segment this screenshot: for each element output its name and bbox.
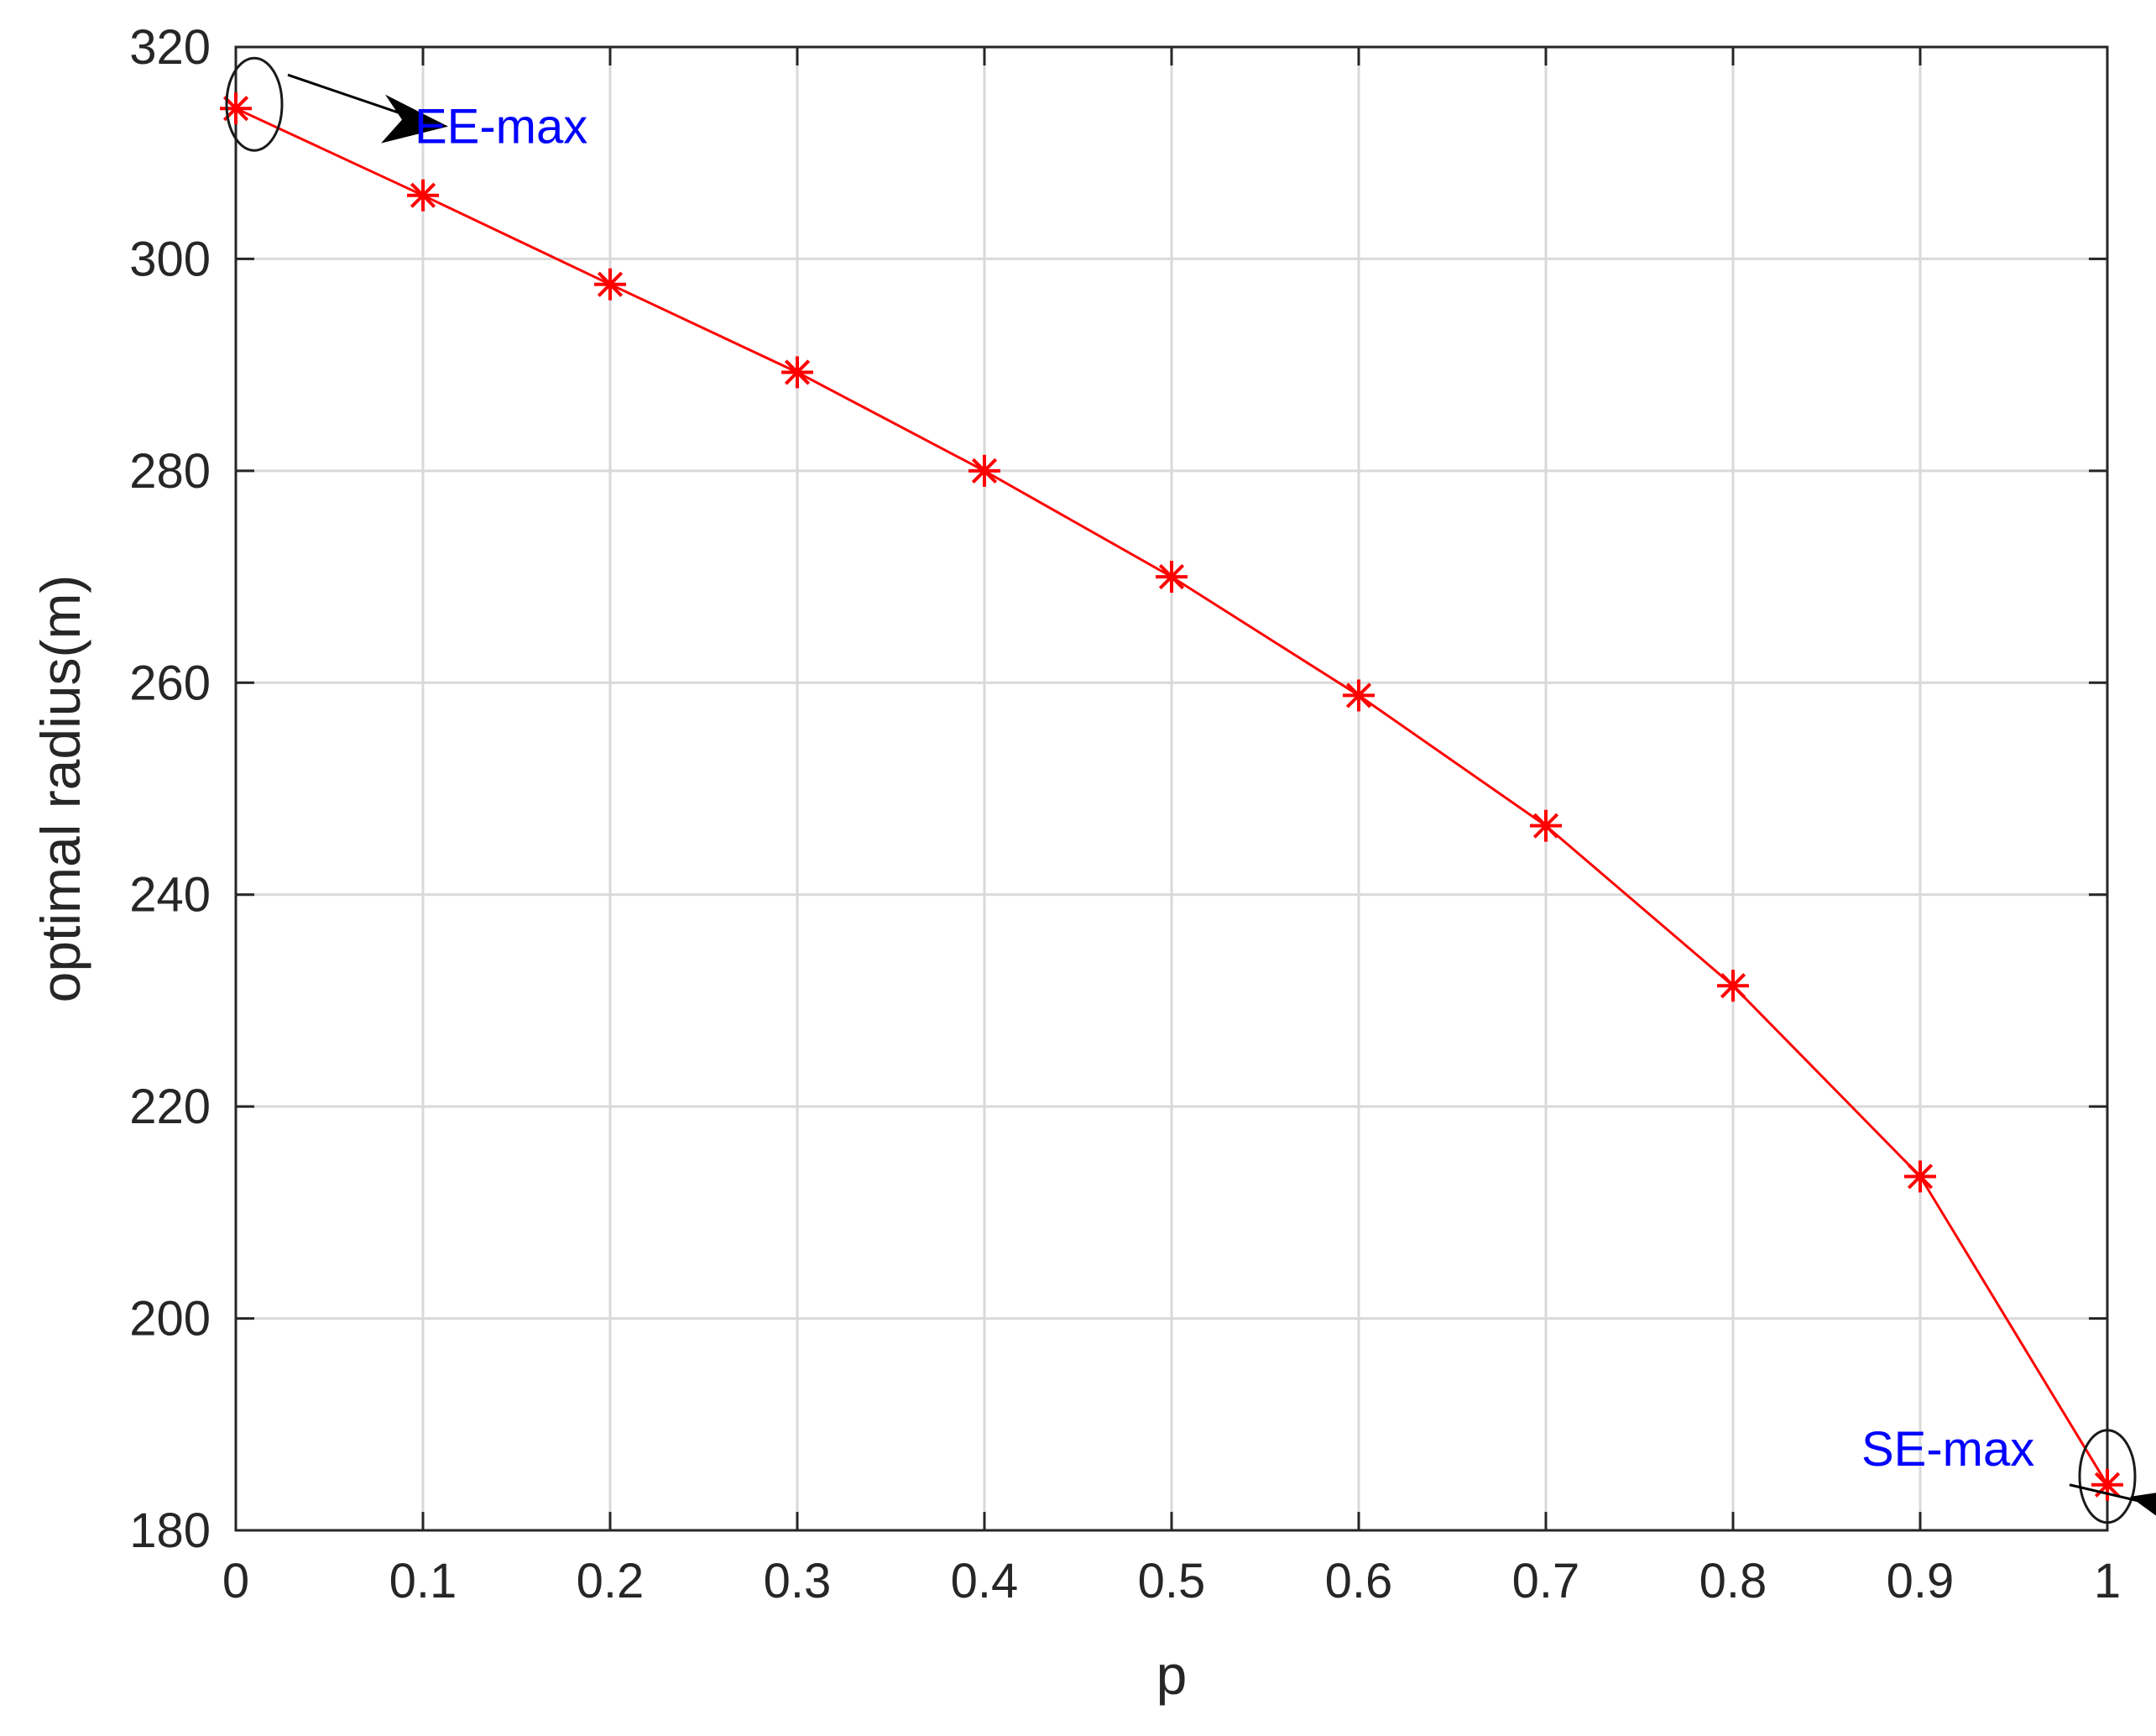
- marker-stroke: [971, 458, 998, 484]
- x-tick-label: 0.3: [764, 1554, 832, 1608]
- y-tick-label: 200: [129, 1292, 211, 1346]
- data-point-marker: [220, 92, 252, 125]
- marker-stroke: [410, 182, 436, 208]
- data-point-marker: [1530, 809, 1562, 842]
- y-tick-label: 220: [129, 1080, 211, 1134]
- y-tick-label: 180: [129, 1503, 211, 1558]
- x-tick-label: 0.4: [951, 1554, 1019, 1608]
- data-point-marker: [1717, 970, 1749, 1002]
- y-tick-label: 280: [129, 444, 211, 499]
- marker-stroke: [1345, 682, 1372, 709]
- x-tick-label: 0.9: [1887, 1554, 1955, 1608]
- annotation-label-ee-max: EE-max: [415, 100, 587, 154]
- data-point-marker: [594, 268, 626, 301]
- annotation-ellipse: [225, 56, 284, 152]
- marker-stroke: [597, 271, 624, 297]
- data-point-marker: [2091, 1468, 2123, 1501]
- data-point-marker: [1904, 1160, 1936, 1193]
- annotation-arrowhead: [2130, 1493, 2156, 1516]
- data-point-marker: [1156, 561, 1188, 593]
- x-tick-label: 0: [222, 1554, 249, 1608]
- data-point-marker: [407, 179, 439, 212]
- marker-stroke: [1532, 813, 1559, 839]
- annotation-arrowhead: [381, 94, 448, 144]
- y-tick-label: 320: [129, 20, 211, 75]
- x-tick-labels: 0 0.1 0.2 0.3 0.4 0.5 0.6 0.7 0.8 0.9 1: [222, 1554, 2121, 1608]
- tick-marks: [234, 45, 2109, 1532]
- grid: [236, 47, 2107, 1530]
- x-tick-label: 0.6: [1325, 1554, 1393, 1608]
- marker-stroke: [1158, 563, 1185, 590]
- data-point-marker: [1343, 679, 1375, 712]
- marker-stroke: [784, 359, 811, 385]
- marker-stroke: [1720, 973, 1746, 999]
- x-tick-label: 0.8: [1699, 1554, 1767, 1608]
- y-tick-labels: 180 200 220 240 260 280 300 320: [129, 20, 211, 1558]
- marker-stroke: [1907, 1163, 1934, 1190]
- data-point-marker: [968, 454, 1000, 487]
- annotation-arrow: [287, 73, 415, 120]
- annotations: EE-max SE-max: [225, 56, 2156, 1524]
- annotation-ellipse: [2078, 1429, 2137, 1524]
- y-axis-label: optimal radius(m): [29, 575, 91, 1003]
- annotation-label-se-max: SE-max: [1861, 1422, 2034, 1477]
- x-tick-label: 1: [2094, 1554, 2121, 1608]
- y-tick-label: 260: [129, 656, 211, 710]
- x-tick-label: 0.1: [389, 1554, 457, 1608]
- x-tick-label: 0.7: [1512, 1554, 1580, 1608]
- y-tick-label: 240: [129, 868, 211, 923]
- series-layer: [220, 92, 2123, 1501]
- y-tick-label: 300: [129, 232, 211, 286]
- x-tick-label: 0.5: [1138, 1554, 1206, 1608]
- x-tick-label: 0.2: [577, 1554, 645, 1608]
- data-point-marker: [781, 356, 813, 389]
- x-axis-label: p: [1156, 1644, 1188, 1706]
